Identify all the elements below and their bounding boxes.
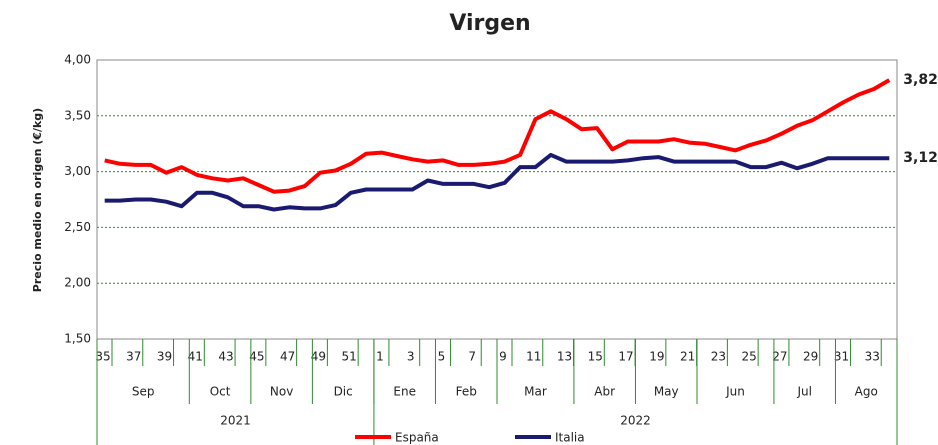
x-tick-label: 17 <box>618 350 633 364</box>
year-label: 2022 <box>620 414 651 428</box>
x-tick-label: 3 <box>407 350 415 364</box>
series-line <box>104 152 890 212</box>
month-label: Jun <box>725 385 745 399</box>
x-tick-label: 19 <box>649 350 664 364</box>
x-tick-label: 21 <box>680 350 695 364</box>
x-tick-label: 35 <box>95 350 110 364</box>
x-tick-label: 23 <box>711 350 726 364</box>
y-tick-label: 3,50 <box>64 108 91 122</box>
x-tick-label: 41 <box>188 350 203 364</box>
month-label: Nov <box>270 385 293 399</box>
x-tick-label: 47 <box>280 350 295 364</box>
x-tick-label: 7 <box>468 350 476 364</box>
month-label: Dic <box>334 385 353 399</box>
x-tick-label: 45 <box>249 350 264 364</box>
x-tick-label: 31 <box>834 350 849 364</box>
year-label: 2021 <box>220 414 251 428</box>
x-tick-label: 29 <box>803 350 818 364</box>
end-label: 3,12 <box>903 150 938 166</box>
legend-label: España <box>395 431 439 445</box>
legend-label: Italia <box>555 431 585 445</box>
series-line <box>104 78 891 194</box>
y-tick-label: 1,50 <box>64 332 91 346</box>
y-tick-label: 3,00 <box>64 164 91 178</box>
month-label: Oct <box>210 385 231 399</box>
x-tick-label: 33 <box>865 350 880 364</box>
month-label: Feb <box>456 385 477 399</box>
y-tick-label: 2,50 <box>64 220 91 234</box>
x-tick-label: 9 <box>499 350 507 364</box>
plot-frame <box>96 59 898 340</box>
y-tick-label: 4,00 <box>64 53 91 67</box>
month-label: Mar <box>524 385 547 399</box>
month-label: Ene <box>393 385 416 399</box>
y-tick-label: 2,00 <box>64 276 91 290</box>
x-tick-label: 25 <box>742 350 757 364</box>
month-label: Ago <box>855 385 878 399</box>
x-tick-label: 15 <box>588 350 603 364</box>
x-tick-label: 39 <box>157 350 172 364</box>
x-tick-label: 27 <box>772 350 787 364</box>
x-tick-label: 5 <box>438 350 446 364</box>
chart-title: Virgen <box>449 11 530 36</box>
x-tick-label: 11 <box>526 350 541 364</box>
x-tick-label: 1 <box>376 350 384 364</box>
end-label: 3,82 <box>903 72 938 88</box>
x-tick-label: 13 <box>557 350 572 364</box>
x-tick-label: 43 <box>218 350 233 364</box>
x-tick-label: 49 <box>311 350 326 364</box>
month-label: Abr <box>594 385 615 399</box>
y-axis-title: Precio medio en origen (€/kg) <box>31 108 44 292</box>
month-label: Sep <box>132 385 155 399</box>
month-label: Jul <box>796 385 811 399</box>
x-tick-label: 51 <box>342 350 357 364</box>
x-tick-label: 37 <box>126 350 141 364</box>
month-label: May <box>654 385 679 399</box>
